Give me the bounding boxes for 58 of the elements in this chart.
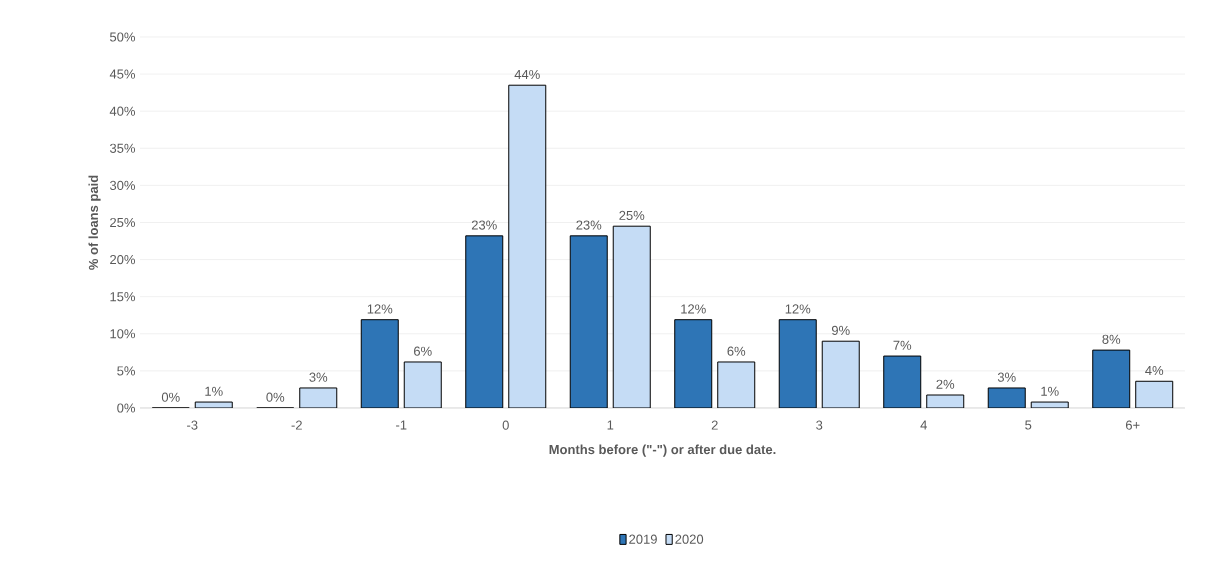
data-label: 0% xyxy=(161,392,180,402)
x-tick-label: 2 xyxy=(711,420,718,430)
bar xyxy=(778,319,817,408)
x-tick-label: -1 xyxy=(396,420,407,430)
data-label: 6% xyxy=(727,346,746,356)
bar xyxy=(717,361,756,408)
y-tick-label: 25% xyxy=(110,217,136,228)
x-tick-label: 4 xyxy=(920,420,927,430)
x-tick-label: 1 xyxy=(607,420,614,430)
y-tick-label: 35% xyxy=(109,143,136,153)
data-label: 7% xyxy=(893,340,912,350)
x-tick-label: -3 xyxy=(187,420,198,430)
legend-label: 2020 xyxy=(675,534,704,544)
x-tick-label: -2 xyxy=(291,420,302,430)
bar xyxy=(569,235,608,408)
bar xyxy=(403,361,442,408)
bar xyxy=(821,340,860,408)
data-label: 4% xyxy=(1145,365,1164,376)
data-label: 25% xyxy=(619,210,645,220)
y-axis-title: % of loans paid xyxy=(88,175,101,270)
data-label: 3% xyxy=(997,372,1016,382)
x-tick-label: 0 xyxy=(502,420,509,430)
y-tick-label: 10% xyxy=(110,329,136,339)
data-label: 9% xyxy=(831,325,850,335)
y-tick-label: 50% xyxy=(109,32,136,42)
data-label: 6% xyxy=(414,346,432,356)
bar xyxy=(1092,349,1131,408)
bar xyxy=(360,319,399,408)
x-axis-title: Months before ("-") or after due date. xyxy=(549,444,776,457)
data-label: 23% xyxy=(576,220,602,230)
x-tick-label: 3 xyxy=(816,420,823,430)
bar xyxy=(1135,380,1174,408)
bar xyxy=(508,84,547,408)
bar xyxy=(465,235,504,408)
y-tick-label: 0% xyxy=(117,403,136,413)
data-label: 8% xyxy=(1102,334,1121,344)
data-label: 0% xyxy=(266,392,285,402)
bar xyxy=(674,319,713,408)
data-label: 12% xyxy=(681,304,706,314)
y-tick-label: 15% xyxy=(110,292,136,302)
y-tick-label: 30% xyxy=(109,180,136,190)
y-tick-label: 20% xyxy=(110,254,136,265)
data-label: 3% xyxy=(309,372,328,382)
y-tick-label: 40% xyxy=(109,106,136,116)
data-label: 2% xyxy=(936,379,955,389)
data-label: 1% xyxy=(1041,386,1059,396)
bar xyxy=(612,225,651,408)
data-label: 44% xyxy=(514,69,540,80)
data-label: 12% xyxy=(367,304,393,314)
x-tick-label: 6+ xyxy=(1125,420,1140,430)
bar xyxy=(883,355,922,408)
y-tick-label: 5% xyxy=(117,366,136,376)
data-label: 12% xyxy=(785,304,811,314)
data-label: 23% xyxy=(471,220,497,230)
x-tick-label: 5 xyxy=(1025,420,1032,430)
legend-label: 2019 xyxy=(629,534,657,544)
data-label: 1% xyxy=(205,386,223,396)
y-tick-label: 45% xyxy=(109,69,136,79)
